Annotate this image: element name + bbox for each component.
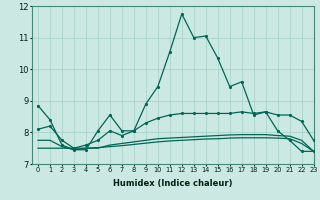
X-axis label: Humidex (Indice chaleur): Humidex (Indice chaleur)	[113, 179, 233, 188]
